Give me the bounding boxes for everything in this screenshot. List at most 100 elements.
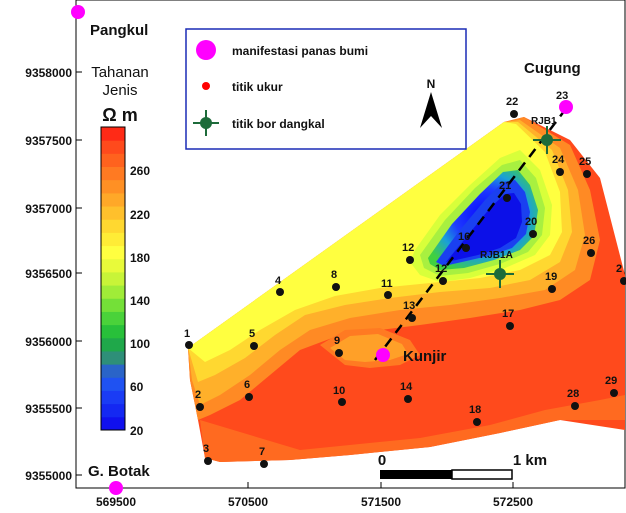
y-tick-label: 9357500	[25, 134, 72, 148]
colorbar-swatch	[101, 167, 125, 181]
colorbar-tick: 60	[130, 380, 144, 394]
x-tick-label: 572500	[493, 495, 533, 509]
point-label: 22	[506, 96, 518, 108]
colorbar-tick: 100	[130, 337, 150, 351]
survey-point	[404, 395, 412, 403]
survey-point	[587, 249, 595, 257]
survey-point	[276, 288, 284, 296]
colorbar-swatch	[101, 180, 125, 194]
survey-point	[384, 291, 392, 299]
y-tick-label: 9357000	[25, 202, 72, 216]
point-label: 4	[275, 275, 282, 287]
colorbar-tick: 140	[130, 294, 150, 308]
colorbar-swatch	[101, 232, 125, 246]
point-label: 16	[458, 231, 470, 243]
survey-point	[548, 285, 556, 293]
survey-point	[506, 322, 514, 330]
point-label: 14	[400, 381, 413, 393]
survey-point	[473, 418, 481, 426]
x-tick-label: 569500	[96, 495, 136, 509]
colorbar-swatch	[101, 417, 125, 431]
y-axis-labels: 9358000 9357500 9357000 9356500 9356000 …	[25, 66, 72, 483]
colorbar-swatch	[101, 246, 125, 260]
survey-point	[260, 460, 268, 468]
point-label: 5	[249, 328, 255, 340]
point-label: 2	[195, 389, 201, 401]
manifestation-pangkul	[71, 5, 85, 19]
legend-titik-ukur: titik ukur	[232, 80, 283, 94]
colorbar-swatch	[101, 272, 125, 286]
manifestation-kunjir	[376, 348, 390, 362]
borehole-label: RJB1	[531, 116, 557, 127]
point-label: 25	[579, 156, 591, 168]
colorbar-tick: 220	[130, 208, 150, 222]
survey-point	[510, 110, 518, 118]
colorbar-tick: 20	[130, 424, 144, 438]
scale-label-right: 1 km	[513, 452, 547, 469]
survey-point	[338, 398, 346, 406]
survey-point	[250, 342, 258, 350]
colorbar-swatch	[101, 259, 125, 273]
north-label: N	[427, 77, 436, 91]
x-axis-labels: 569500 570500 571500 572500	[96, 495, 533, 509]
colorbar-tick: 180	[130, 251, 150, 265]
colorbar-swatch	[101, 311, 125, 325]
survey-point	[406, 256, 414, 264]
survey-point	[503, 194, 511, 202]
point-label: 20	[525, 216, 537, 228]
survey-point	[439, 277, 447, 285]
survey-point	[462, 244, 470, 252]
point-label: 17	[502, 308, 514, 320]
survey-point	[332, 283, 340, 291]
colorbar-title-2: Jenis	[102, 82, 137, 99]
point-label: 2	[616, 263, 622, 275]
colorbar-swatch	[101, 338, 125, 352]
manifestation-cugung	[559, 100, 573, 114]
colorbar-swatch	[101, 325, 125, 339]
place-cugung: Cugung	[524, 60, 581, 77]
colorbar-unit: Ω m	[102, 105, 137, 125]
point-label: 1	[184, 328, 190, 340]
legend-manifestasi: manifestasi panas bumi	[232, 44, 368, 58]
scale-label-left: 0	[378, 452, 386, 469]
colorbar-swatch	[101, 351, 125, 365]
legend: manifestasi panas bumi titik ukur titik …	[186, 29, 466, 149]
survey-point	[408, 314, 416, 322]
colorbar-title-1: Tahanan	[91, 64, 149, 81]
colorbar-swatch	[101, 127, 125, 141]
colorbar-swatch	[101, 404, 125, 418]
y-tick-label: 9355500	[25, 402, 72, 416]
colorbar-swatch	[101, 219, 125, 233]
colorbar-swatch	[101, 193, 125, 207]
survey-point	[196, 403, 204, 411]
point-label: 24	[552, 154, 565, 166]
y-tick-label: 9356000	[25, 335, 72, 349]
colorbar-swatch	[101, 140, 125, 154]
point-label: 10	[333, 385, 345, 397]
survey-point	[571, 402, 579, 410]
colorbar-swatches	[101, 127, 125, 431]
point-label: 6	[244, 379, 250, 391]
survey-point	[529, 230, 537, 238]
place-kunjir: Kunjir	[403, 348, 446, 365]
point-label: 26	[583, 235, 595, 247]
x-tick-label: 571500	[361, 495, 401, 509]
place-gbotak: G. Botak	[88, 463, 150, 480]
survey-point	[556, 168, 564, 176]
point-label: 18	[469, 404, 481, 416]
colorbar-swatch	[101, 390, 125, 404]
point-label: 7	[259, 446, 265, 458]
survey-point	[583, 170, 591, 178]
point-label: 12	[402, 242, 414, 254]
borehole-label: RJB1A	[480, 250, 513, 261]
survey-point	[335, 349, 343, 357]
point-label: 11	[381, 278, 393, 290]
point-label: 21	[499, 180, 511, 192]
colorbar-swatch	[101, 298, 125, 312]
legend-titik-bor: titik bor dangkal	[232, 117, 325, 131]
place-pangkul: Pangkul	[90, 22, 148, 39]
colorbar-swatch	[101, 206, 125, 220]
colorbar-swatch	[101, 377, 125, 391]
survey-point	[610, 389, 618, 397]
